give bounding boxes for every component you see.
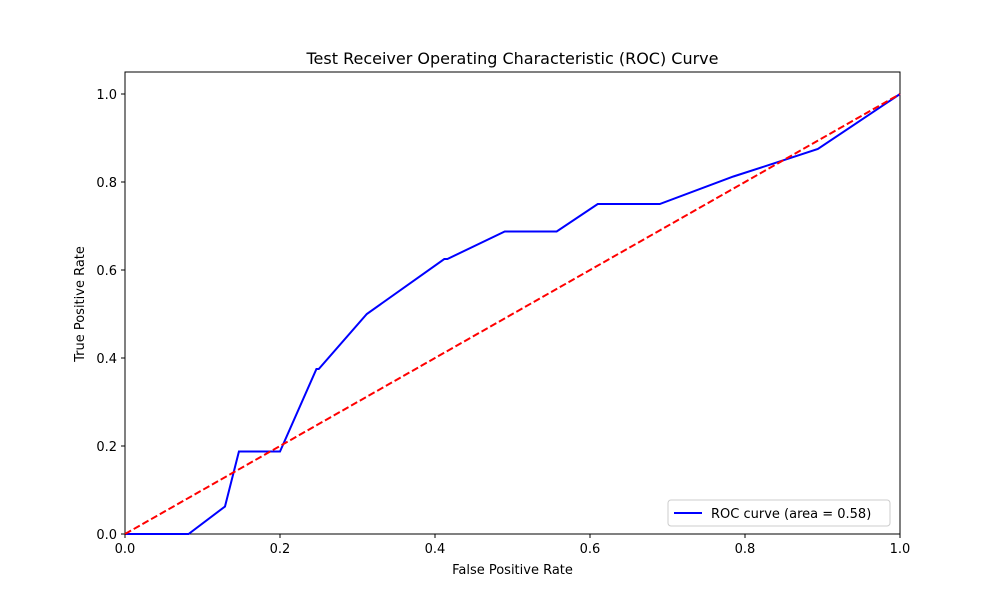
x-tick-label: 0.4 <box>425 542 446 557</box>
y-tick-label: 0.0 <box>96 528 117 543</box>
x-axis: 0.0 0.2 0.4 0.6 0.8 1.0 <box>115 534 911 557</box>
x-tick-label: 0.2 <box>270 542 291 557</box>
x-tick-label: 0.8 <box>735 542 756 557</box>
legend-box <box>667 499 891 527</box>
legend: ROC curve (area = 0.58) <box>667 499 891 527</box>
roc-curve-line <box>125 93 901 535</box>
chance-line <box>124 93 901 535</box>
chart-title: Test Receiver Operating Characteristic (… <box>305 49 718 68</box>
y-tick-label: 0.8 <box>96 176 117 191</box>
y-tick-label: 1.0 <box>96 88 117 103</box>
legend-label: ROC curve (area = 0.58) <box>711 507 871 522</box>
x-tick-label: 0.6 <box>580 542 601 557</box>
y-axis: 0.0 0.2 0.4 0.6 0.8 1.0 <box>96 88 125 543</box>
x-tick-label: 1.0 <box>890 542 911 557</box>
plot-area <box>124 71 901 535</box>
y-tick-label: 0.4 <box>96 352 117 367</box>
plot-frame <box>124 71 901 535</box>
x-tick-label: 0.0 <box>115 542 136 557</box>
y-tick-label: 0.2 <box>96 440 117 455</box>
x-axis-label: False Positive Rate <box>452 563 573 578</box>
y-axis-label: True Positive Rate <box>73 246 88 363</box>
y-tick-label: 0.6 <box>96 264 117 279</box>
